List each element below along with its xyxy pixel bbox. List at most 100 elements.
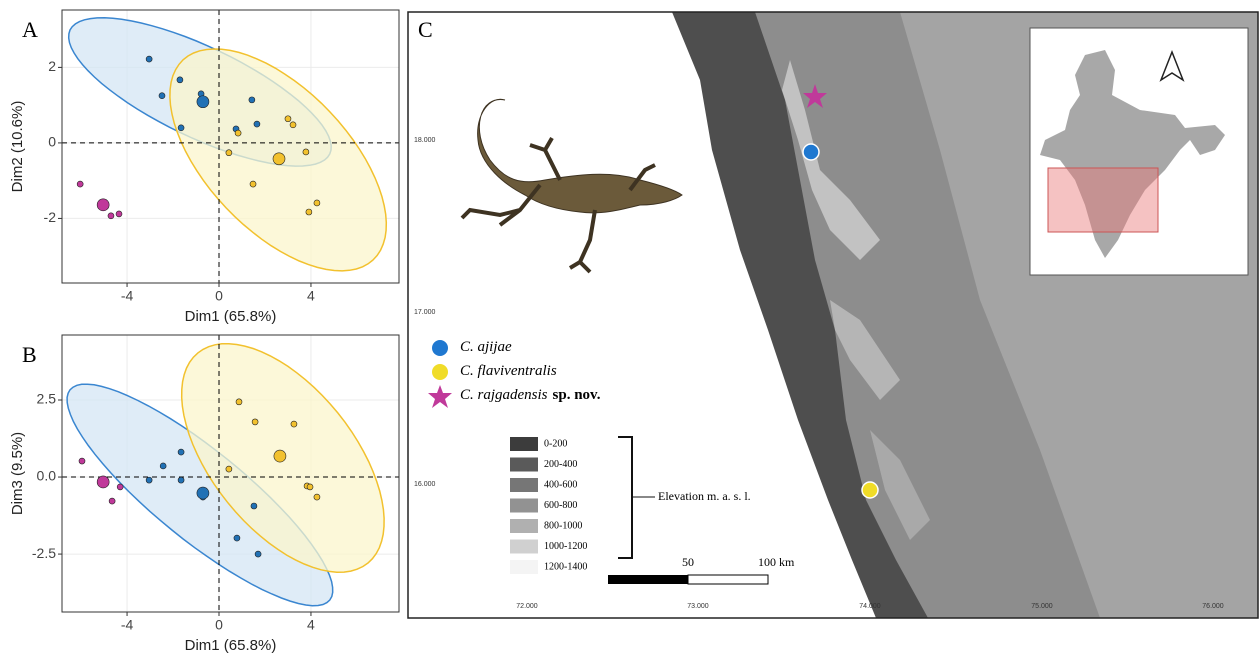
- species-name: C. flaviventralis: [460, 363, 557, 379]
- centroid: [197, 487, 209, 499]
- lat-label: 17.000: [414, 309, 436, 316]
- centroid: [97, 476, 109, 488]
- point: [307, 484, 313, 490]
- legend-marker: [432, 364, 448, 380]
- elevation-title: Elevation m. a. s. l.: [658, 489, 751, 503]
- point: [290, 122, 296, 128]
- point: [178, 125, 184, 131]
- point: [109, 498, 115, 504]
- point: [285, 116, 291, 122]
- point: [160, 463, 166, 469]
- lon-label: 72.000: [516, 603, 538, 610]
- point: [146, 56, 152, 62]
- y-tick-label: 2.5: [37, 391, 57, 407]
- point: [255, 551, 261, 557]
- elevation-swatch: [510, 458, 538, 472]
- elevation-swatch: [510, 560, 538, 574]
- x-axis-label: Dim1 (65.8%): [185, 308, 277, 325]
- point: [117, 484, 123, 490]
- lon-label: 73.000: [687, 603, 709, 610]
- elevation-swatch: [510, 519, 538, 533]
- y-axis-label: Dim2 (10.6%): [9, 101, 26, 193]
- elevation-class: 400-600: [544, 479, 577, 490]
- y-tick-label: 0: [48, 134, 56, 150]
- elevation-class: 0-200: [544, 438, 567, 449]
- species-name: C. ajijae: [460, 339, 512, 355]
- species-name: C. rajgadensis: [460, 387, 548, 403]
- point: [178, 449, 184, 455]
- point: [249, 97, 255, 103]
- legend-marker: [432, 340, 448, 356]
- point: [314, 494, 320, 500]
- lat-label: 18.000: [414, 137, 436, 144]
- point: [314, 200, 320, 206]
- point: [303, 149, 309, 155]
- elevation-swatch: [510, 437, 538, 451]
- point: [146, 477, 152, 483]
- point: [234, 535, 240, 541]
- legend-label: C. ajijae: [460, 339, 512, 355]
- panel-label: A: [22, 17, 38, 42]
- x-tick-label: -4: [121, 288, 134, 304]
- scale-bar: [608, 575, 688, 584]
- lat-label: 16.000: [414, 481, 436, 488]
- panel-label: B: [22, 342, 37, 367]
- elevation-class: 200-400: [544, 459, 577, 470]
- x-tick-label: 4: [307, 288, 315, 304]
- point: [178, 477, 184, 483]
- y-tick-label: -2.5: [32, 545, 56, 561]
- point: [252, 419, 258, 425]
- point: [116, 211, 122, 217]
- centroid: [274, 450, 286, 462]
- point: [250, 181, 256, 187]
- figure: 0-200200-400400-600600-800800-10001000-1…: [0, 0, 1260, 657]
- inset-extent: [1048, 168, 1158, 232]
- point: [226, 150, 232, 156]
- centroid: [197, 96, 209, 108]
- point: [177, 77, 183, 83]
- scale-label: 50: [682, 555, 694, 569]
- lon-label: 76.000: [1202, 603, 1224, 610]
- lon-label: 75.000: [1031, 603, 1053, 610]
- elevation-class: 800-1000: [544, 520, 582, 531]
- point: [159, 93, 165, 99]
- point: [236, 399, 242, 405]
- x-tick-label: 0: [215, 288, 223, 304]
- elevation-class: 1200-1400: [544, 561, 587, 572]
- point: [79, 458, 85, 464]
- scale-label: 100 km: [758, 555, 795, 569]
- point: [226, 466, 232, 472]
- point: [306, 209, 312, 215]
- elevation-swatch: [510, 540, 538, 554]
- elevation-swatch: [510, 499, 538, 513]
- centroid: [97, 199, 109, 211]
- point: [291, 421, 297, 427]
- y-tick-label: -2: [44, 209, 57, 225]
- page: {"chart_data": [ {"type": "scatter", "la…: [0, 0, 1260, 657]
- point: [77, 181, 83, 187]
- x-tick-label: 0: [215, 617, 223, 633]
- map-panel: 0-200 200-400 400-600 600-800 800-1000 1000-1…: [408, 12, 1258, 618]
- legend-label: C. rajgadensis sp. nov.: [460, 387, 601, 403]
- panel-label: C: [418, 17, 433, 42]
- locality-marker: [803, 144, 819, 160]
- elevation-class: 600-800: [544, 500, 577, 511]
- x-tick-label: 4: [307, 617, 315, 633]
- y-tick-label: 0.0: [37, 468, 57, 484]
- point: [251, 503, 257, 509]
- elevation-swatch: [510, 478, 538, 492]
- lon-label: 74.000: [859, 603, 881, 610]
- locality-marker: [862, 482, 878, 498]
- point: [254, 121, 260, 127]
- y-axis-label: Dim3 (9.5%): [9, 432, 26, 515]
- species-suffix: sp. nov.: [553, 387, 601, 403]
- scale-bar: [688, 575, 768, 584]
- elevation-class: 1000-1200: [544, 541, 587, 552]
- centroid: [273, 153, 285, 165]
- point: [108, 213, 114, 219]
- x-axis-label: Dim1 (65.8%): [185, 637, 277, 654]
- point: [235, 130, 241, 136]
- y-tick-label: 2: [48, 58, 56, 74]
- x-tick-label: -4: [121, 617, 134, 633]
- legend-label: C. flaviventralis: [460, 363, 557, 379]
